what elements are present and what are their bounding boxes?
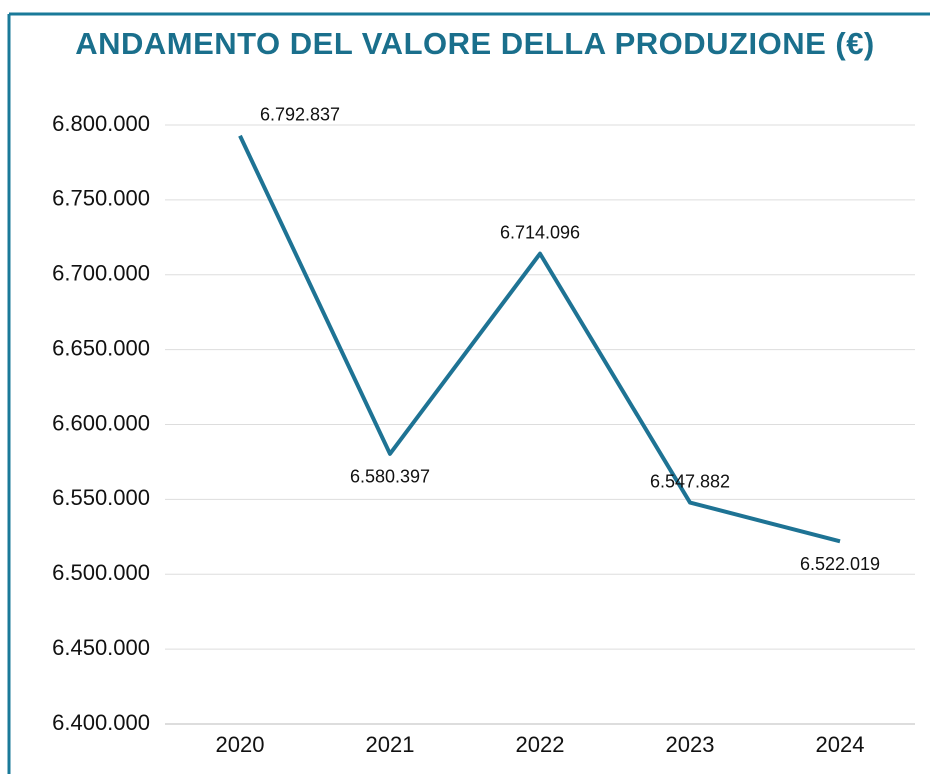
y-tick-label: 6.750.000	[52, 186, 150, 211]
x-tick-label: 2021	[366, 732, 415, 757]
y-tick-label: 6.550.000	[52, 485, 150, 510]
data-label: 6.522.019	[800, 554, 880, 574]
y-tick-label: 6.800.000	[52, 111, 150, 136]
x-tick-label: 2022	[516, 732, 565, 757]
data-label: 6.580.397	[350, 467, 430, 487]
y-tick-label: 6.450.000	[52, 635, 150, 660]
y-tick-label: 6.500.000	[52, 560, 150, 585]
y-tick-label: 6.600.000	[52, 410, 150, 435]
chart-title: ANDAMENTO DEL VALORE DELLA PRODUZIONE (€…	[75, 26, 875, 61]
x-tick-label: 2024	[816, 732, 865, 757]
data-label: 6.792.837	[260, 104, 340, 124]
data-label: 6.714.096	[500, 222, 580, 242]
y-tick-label: 6.700.000	[52, 261, 150, 286]
data-label: 6.547.882	[650, 471, 730, 491]
y-tick-label: 6.400.000	[52, 710, 150, 735]
y-tick-label: 6.650.000	[52, 335, 150, 360]
x-tick-label: 2020	[216, 732, 265, 757]
x-tick-label: 2023	[666, 732, 715, 757]
line	[238, 134, 841, 544]
